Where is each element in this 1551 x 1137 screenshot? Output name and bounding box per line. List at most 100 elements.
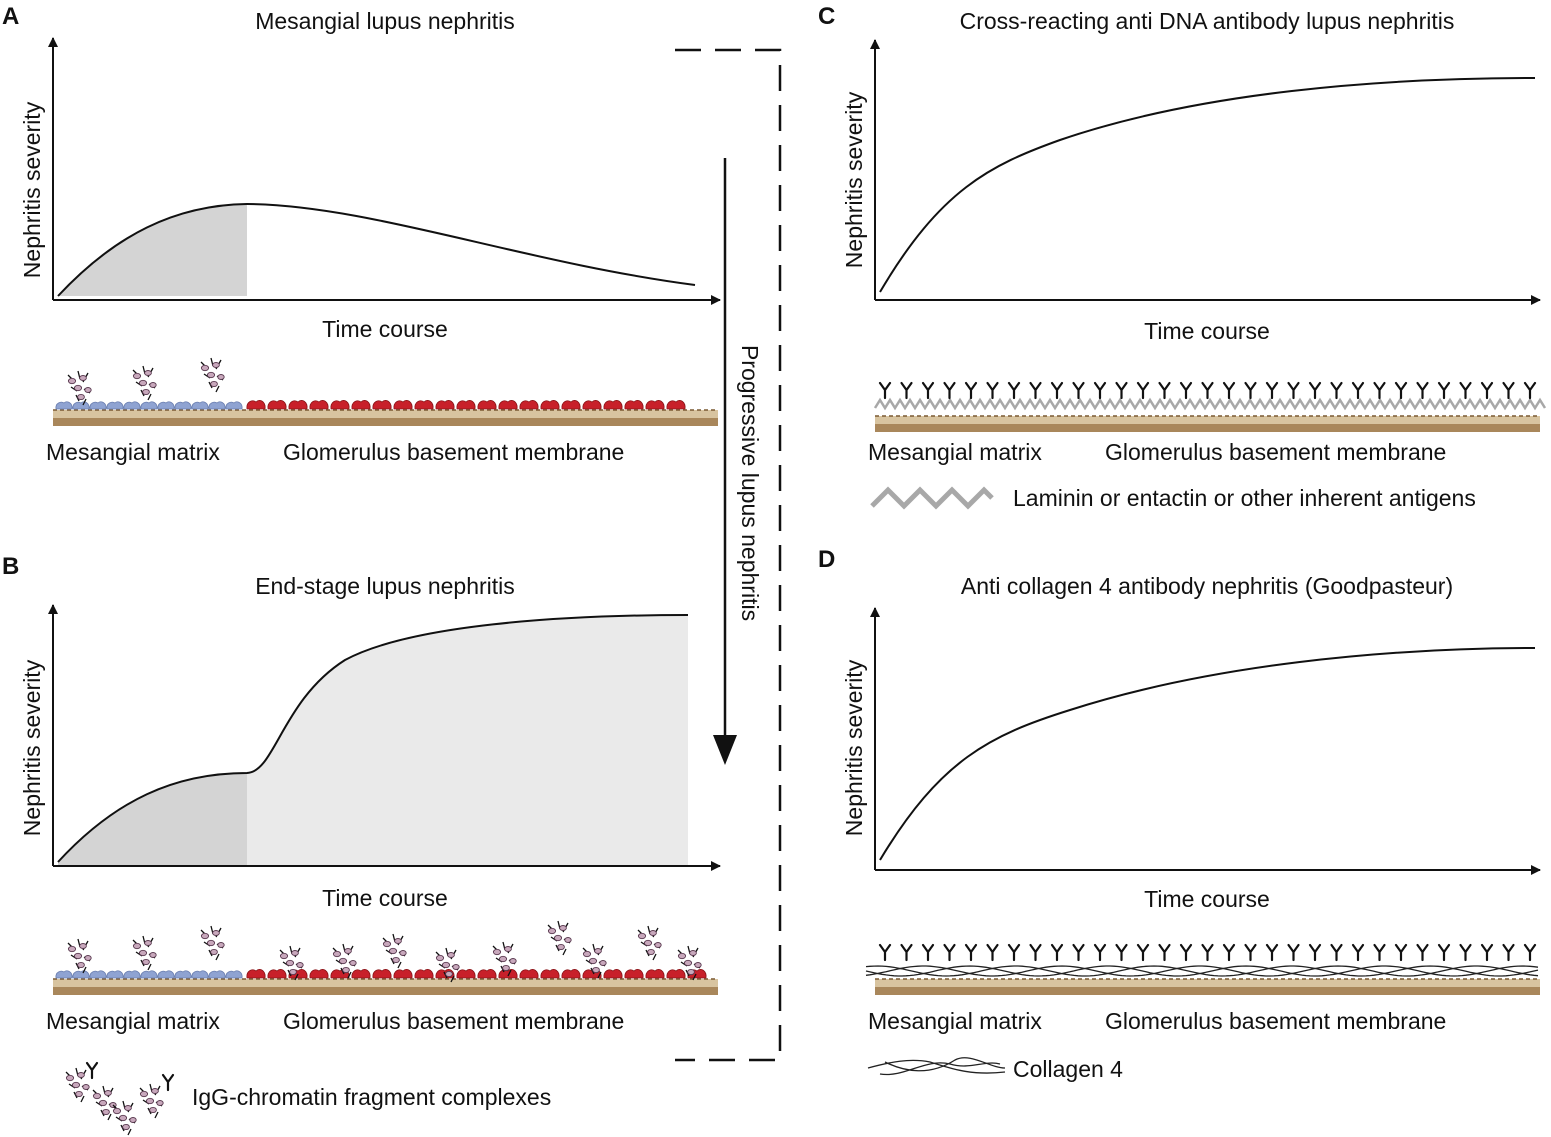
gbm-deposit [624, 969, 644, 979]
panel-c: C Cross-reacting anti DNA antibody lupus… [818, 3, 1547, 511]
gbm-deposit [456, 400, 476, 410]
antibody [1502, 381, 1515, 400]
panel-d-severity-curve [879, 647, 1536, 861]
panel-a-severity-curve [57, 202, 696, 297]
progression-arrowhead [713, 735, 737, 765]
antibody [1029, 943, 1042, 962]
antibody [1416, 943, 1429, 962]
antibody [1523, 943, 1537, 962]
immune-complex [382, 933, 407, 969]
panel-c-letter: C [818, 3, 835, 30]
antibody [1265, 381, 1279, 400]
panel-d-mesangial-label: Mesangial matrix [868, 1008, 1042, 1034]
gbm-deposit [288, 400, 308, 410]
mesangial-cell [191, 970, 209, 979]
collagen-strand [865, 965, 1539, 977]
antibody [1029, 381, 1042, 400]
panel-b-x-label: Time course [322, 885, 448, 911]
panel-a-early-area [58, 204, 247, 296]
panel-b-letter: B [2, 553, 19, 580]
antibody [1351, 943, 1365, 962]
panel-b-gbm-deposits [246, 969, 707, 979]
mesangial-cell [123, 401, 141, 410]
panel-b-membrane [53, 978, 718, 995]
panel-a-x-label: Time course [322, 316, 448, 342]
mesangial-cell [72, 401, 90, 410]
gbm-deposit [393, 969, 413, 979]
antibody [1115, 943, 1128, 962]
antibody [1330, 943, 1343, 962]
antibody [1158, 943, 1171, 962]
antibody [1222, 381, 1236, 400]
gbm-deposit [624, 400, 644, 410]
gbm-deposit [351, 400, 371, 410]
antibody [1287, 943, 1300, 962]
antibody [1416, 381, 1429, 400]
antibody [1459, 943, 1472, 962]
panel-d-y-label: Nephritis severity [841, 659, 867, 836]
antibody [1459, 381, 1472, 400]
antibody [900, 943, 913, 962]
immune-complex [132, 365, 157, 401]
antibody [986, 943, 999, 962]
antibody [1179, 943, 1193, 962]
antibody [1050, 381, 1064, 400]
panel-c-antigen-zigzag [873, 397, 1547, 411]
antibody [1136, 943, 1150, 962]
panel-b-severity-curve [57, 614, 689, 863]
antibody [1093, 943, 1107, 962]
gbm-deposit [645, 400, 665, 410]
panel-b-early-area [58, 773, 247, 866]
gbm-deposit [309, 969, 329, 979]
igg-chromatin-icon [65, 1061, 175, 1136]
antibody [943, 381, 956, 400]
gbm-deposit [330, 400, 350, 410]
antibody [1351, 381, 1365, 400]
gbm-deposit [603, 400, 623, 410]
panel-b: B End-stage lupus nephritis Nephritis se… [2, 553, 721, 1136]
immune-complex [67, 938, 92, 974]
antibody [878, 943, 892, 962]
mesangial-cell [174, 970, 192, 979]
antibody [1265, 943, 1279, 962]
antibody [943, 943, 956, 962]
mesangial-cell [225, 401, 243, 410]
mesangial-cell [140, 401, 158, 410]
mesangial-cell [106, 401, 124, 410]
gbm-deposit [603, 969, 623, 979]
panel-a-immune-complexes [67, 357, 225, 406]
mesangial-cell [72, 970, 90, 979]
mesangial-cell [225, 970, 243, 979]
gbm-deposit [582, 400, 602, 410]
immune-complex [547, 920, 572, 956]
gbm-deposit [540, 400, 560, 410]
antibody [964, 381, 978, 400]
antibody [1158, 381, 1171, 400]
panel-c-antibodies [878, 381, 1537, 400]
antibody [1308, 943, 1322, 962]
panel-d-legend-label: Collagen 4 [1013, 1056, 1123, 1082]
immune-complex [132, 935, 157, 971]
antibody [921, 943, 935, 962]
antibody [1437, 943, 1451, 962]
gbm-deposit [456, 969, 476, 979]
gbm-deposit [393, 400, 413, 410]
antibody [1072, 943, 1085, 962]
gbm-deposit [540, 969, 560, 979]
antibody [1523, 381, 1537, 400]
panel-b-mesangial-label: Mesangial matrix [46, 1008, 220, 1034]
antibody [986, 381, 999, 400]
antibody [1480, 943, 1494, 962]
panel-b-y-label: Nephritis severity [19, 659, 45, 836]
antibody [1244, 943, 1257, 962]
gbm-deposit [246, 400, 266, 410]
antibody [1330, 381, 1343, 400]
panel-d-antibodies [878, 943, 1537, 962]
mesangial-cell [191, 401, 209, 410]
antibody [1222, 943, 1236, 962]
progression-label: Progressive lupus nephritis [737, 345, 763, 621]
gbm-deposit [414, 969, 434, 979]
gbm-deposit [498, 400, 518, 410]
antibody [900, 381, 913, 400]
antibody [1136, 381, 1150, 400]
